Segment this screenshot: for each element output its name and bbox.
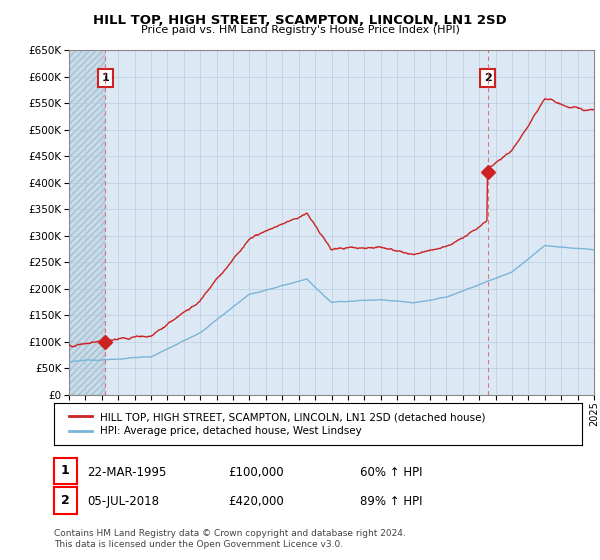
Text: 1: 1	[101, 73, 109, 83]
Text: 22-MAR-1995: 22-MAR-1995	[87, 465, 166, 479]
Text: 05-JUL-2018: 05-JUL-2018	[87, 494, 159, 508]
Legend: HILL TOP, HIGH STREET, SCAMPTON, LINCOLN, LN1 2SD (detached house), HPI: Average: HILL TOP, HIGH STREET, SCAMPTON, LINCOLN…	[64, 408, 490, 441]
Text: Price paid vs. HM Land Registry's House Price Index (HPI): Price paid vs. HM Land Registry's House …	[140, 25, 460, 35]
Text: 2: 2	[61, 493, 70, 507]
Text: £420,000: £420,000	[228, 494, 284, 508]
Text: 1: 1	[61, 464, 70, 478]
Text: This data is licensed under the Open Government Licence v3.0.: This data is licensed under the Open Gov…	[54, 540, 343, 549]
Text: £100,000: £100,000	[228, 465, 284, 479]
Text: 60% ↑ HPI: 60% ↑ HPI	[360, 465, 422, 479]
Text: Contains HM Land Registry data © Crown copyright and database right 2024.: Contains HM Land Registry data © Crown c…	[54, 529, 406, 538]
Polygon shape	[69, 50, 106, 395]
Text: HILL TOP, HIGH STREET, SCAMPTON, LINCOLN, LN1 2SD: HILL TOP, HIGH STREET, SCAMPTON, LINCOLN…	[93, 14, 507, 27]
Text: 89% ↑ HPI: 89% ↑ HPI	[360, 494, 422, 508]
Text: 2: 2	[484, 73, 491, 83]
